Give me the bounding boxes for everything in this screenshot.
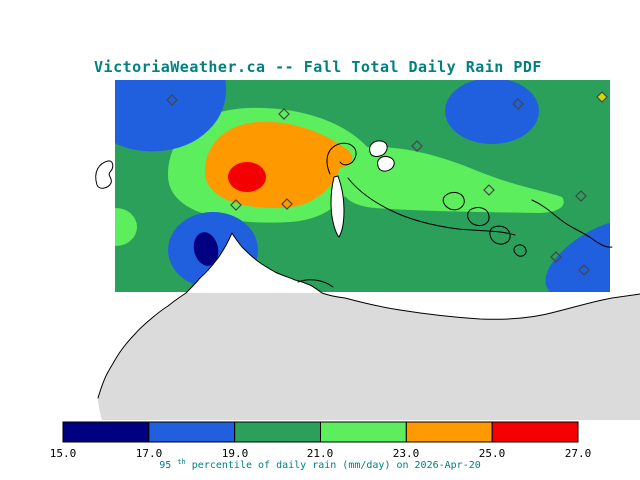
contour-field [115, 80, 610, 292]
coastline-harbour-hook [326, 142, 357, 175]
colorbar-tick-5: 25.0 [479, 447, 506, 460]
colorbar-segment-4 [405, 421, 493, 443]
coastline-mainland [97, 232, 640, 399]
colorbar-tick-6: 27.0 [565, 447, 592, 460]
caption: 95 th percentile of daily rain (mm/day) … [159, 456, 481, 471]
caption-rest: percentile of daily rain (mm/day) on 202… [192, 460, 481, 471]
land-peninsula-tip [186, 233, 322, 293]
colorbar-segment-1 [148, 421, 236, 443]
contour-region-21-23-band [339, 146, 564, 213]
station-marker [278, 108, 290, 120]
colorbar-tick-0: 15.0 [50, 447, 77, 460]
contour-region-21-23-west-strip [115, 208, 137, 246]
station-marker [281, 198, 293, 210]
island-chain-1 [442, 191, 465, 211]
coastline-east [531, 199, 613, 248]
colorbar-tick-4: 23.0 [393, 447, 420, 460]
station-markers [166, 91, 608, 276]
land-olympic-peninsula [98, 293, 640, 420]
contour-region-17-19-northeast [445, 80, 539, 144]
island-north-a [369, 140, 388, 157]
island-north-b [377, 156, 395, 172]
contour-region-17-19-northwest [115, 80, 226, 152]
colorbar-segment-3 [320, 421, 407, 443]
coastline-narrow-peninsula [330, 175, 345, 238]
colorbar-segment-0 [62, 421, 150, 443]
coastline-spit [297, 279, 334, 288]
caption-superscript: th [177, 458, 185, 466]
station-marker [550, 251, 562, 263]
station-marker [578, 264, 590, 276]
station-marker [575, 190, 587, 202]
colorbar-segment-2 [234, 421, 321, 443]
island-chain-3 [489, 225, 511, 245]
station-marker [166, 94, 178, 106]
colorbar-segment-5 [491, 421, 579, 443]
colorbar-tick-1: 17.0 [136, 447, 163, 460]
colorbar-tick-2: 19.0 [222, 447, 249, 460]
station-marker [230, 199, 242, 211]
station-marker [483, 184, 495, 196]
caption-number: 95 [159, 460, 171, 471]
island-chain-2 [467, 207, 490, 227]
station-marker [596, 91, 608, 103]
colorbar: 15.0 17.0 19.0 21.0 23.0 25.0 27.0 [50, 421, 592, 460]
coastline-strait [347, 177, 516, 236]
colorbar-tick-3: 21.0 [307, 447, 334, 460]
contour-region-15-17-minimum [193, 232, 219, 266]
contour-region-25-27-maximum [228, 162, 266, 192]
station-marker [512, 98, 524, 110]
chart-title: VictoriaWeather.ca -- Fall Total Daily R… [94, 58, 542, 76]
station-marker [411, 140, 423, 152]
coastline-west-landform [95, 160, 114, 189]
island-chain-4 [513, 244, 527, 257]
